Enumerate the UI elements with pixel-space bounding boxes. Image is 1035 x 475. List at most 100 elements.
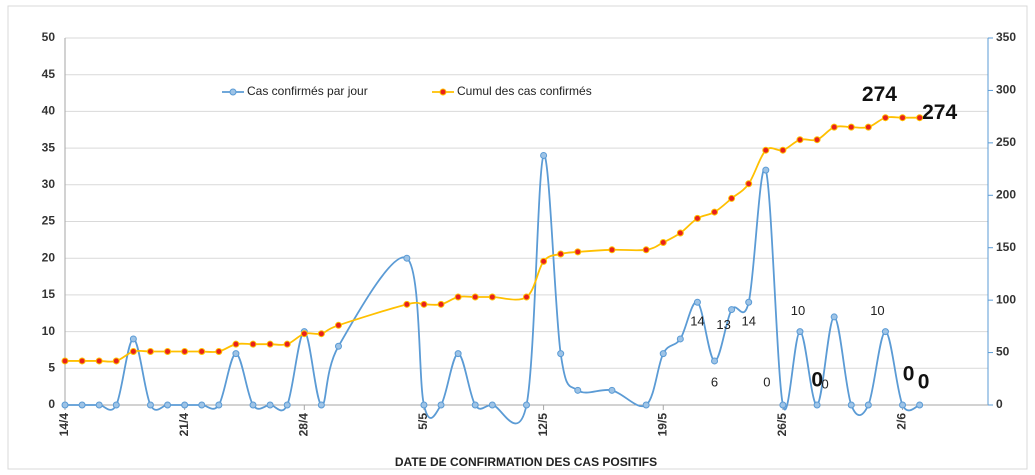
data-label: 0 — [811, 369, 823, 392]
point-marker — [317, 330, 325, 338]
point-marker — [881, 328, 889, 336]
y2-tick-label: 250 — [996, 135, 1016, 149]
point-marker — [864, 123, 872, 131]
point-marker — [146, 348, 154, 356]
point-marker — [317, 401, 325, 409]
point-marker — [471, 293, 479, 301]
x-tick-label: 21/4 — [177, 413, 191, 437]
point-marker — [95, 401, 103, 409]
point-marker — [181, 348, 189, 356]
point-marker — [129, 335, 137, 343]
data-label: 0 — [903, 363, 915, 386]
point-marker — [112, 401, 120, 409]
y-tick-label: 50 — [42, 30, 56, 44]
point-marker — [420, 401, 428, 409]
point-marker — [215, 401, 223, 409]
data-label: 10 — [870, 303, 884, 318]
point-marker — [78, 357, 86, 365]
point-marker — [796, 136, 804, 144]
data-label: 0 — [918, 371, 930, 394]
point-marker — [659, 350, 667, 358]
x-tick-label: 5/5 — [416, 413, 430, 430]
point-marker — [557, 350, 565, 358]
point-marker — [403, 254, 411, 262]
point-marker — [334, 321, 342, 329]
point-marker — [864, 401, 872, 409]
y2-tick-label: 200 — [996, 187, 1016, 201]
point-marker — [608, 386, 616, 394]
point-marker — [693, 298, 701, 306]
point-marker — [642, 246, 650, 254]
x-tick-label: 28/4 — [296, 413, 310, 437]
point-marker — [830, 313, 838, 321]
legend-label: Cumul des cas confirmés — [457, 84, 592, 98]
point-marker — [916, 114, 924, 122]
point-marker — [711, 357, 719, 365]
point-marker — [796, 328, 804, 336]
point-marker — [420, 300, 428, 308]
y-tick-label: 35 — [42, 140, 56, 154]
point-marker — [523, 401, 530, 409]
point-marker — [61, 401, 69, 409]
point-marker — [300, 330, 308, 338]
data-label: 274 — [922, 101, 957, 124]
x-tick-label: 19/5 — [655, 413, 669, 437]
point-marker — [471, 401, 479, 409]
point-marker — [437, 300, 445, 308]
point-marker — [608, 246, 616, 254]
y-tick-label: 10 — [42, 324, 56, 338]
y2-tick-label: 0 — [996, 397, 1003, 411]
point-marker — [762, 146, 770, 154]
y-tick-label: 40 — [42, 104, 56, 118]
y-tick-label: 30 — [42, 177, 56, 191]
point-marker — [454, 350, 462, 358]
point-marker — [488, 401, 496, 409]
point-marker — [249, 340, 257, 348]
point-marker — [437, 401, 445, 409]
point-marker — [232, 350, 240, 358]
data-label: 10 — [791, 303, 805, 318]
point-marker — [198, 348, 206, 356]
point-marker — [249, 401, 257, 409]
point-marker — [232, 340, 240, 348]
data-label: 6 — [711, 374, 718, 389]
point-marker — [488, 293, 496, 301]
x-tick-label: 14/4 — [57, 413, 71, 437]
point-marker — [762, 166, 770, 174]
point-marker — [129, 348, 137, 356]
point-marker — [95, 357, 103, 365]
point-marker — [164, 348, 172, 356]
point-marker — [574, 248, 582, 256]
y2-tick-label: 50 — [996, 345, 1010, 359]
chart-frame — [7, 5, 1028, 470]
y-tick-label: 5 — [48, 360, 55, 374]
point-marker — [881, 114, 889, 122]
point-marker — [266, 401, 274, 409]
data-label: 0 — [763, 374, 770, 389]
x-tick-label: 2/6 — [895, 413, 909, 430]
point-marker — [523, 293, 530, 301]
point-marker — [813, 136, 821, 144]
legend-marker — [229, 88, 237, 96]
point-marker — [676, 229, 684, 237]
y2-tick-label: 350 — [996, 30, 1016, 44]
point-marker — [78, 401, 86, 409]
data-label: 0 — [821, 376, 828, 391]
point-marker — [61, 357, 69, 365]
point-marker — [540, 151, 548, 159]
y-tick-label: 15 — [42, 287, 56, 301]
point-marker — [779, 401, 787, 409]
x-tick-label: 26/5 — [775, 413, 789, 437]
point-marker — [334, 342, 342, 350]
point-marker — [146, 401, 154, 409]
legend-label: Cas confirmés par jour — [247, 84, 368, 98]
point-marker — [557, 250, 565, 258]
data-label: 14 — [690, 314, 704, 329]
y-tick-label: 20 — [42, 250, 56, 264]
point-marker — [728, 306, 736, 314]
point-marker — [659, 238, 667, 246]
point-marker — [728, 194, 736, 202]
point-marker — [830, 123, 838, 131]
y2-tick-label: 100 — [996, 292, 1016, 306]
y2-tick-label: 300 — [996, 83, 1016, 97]
